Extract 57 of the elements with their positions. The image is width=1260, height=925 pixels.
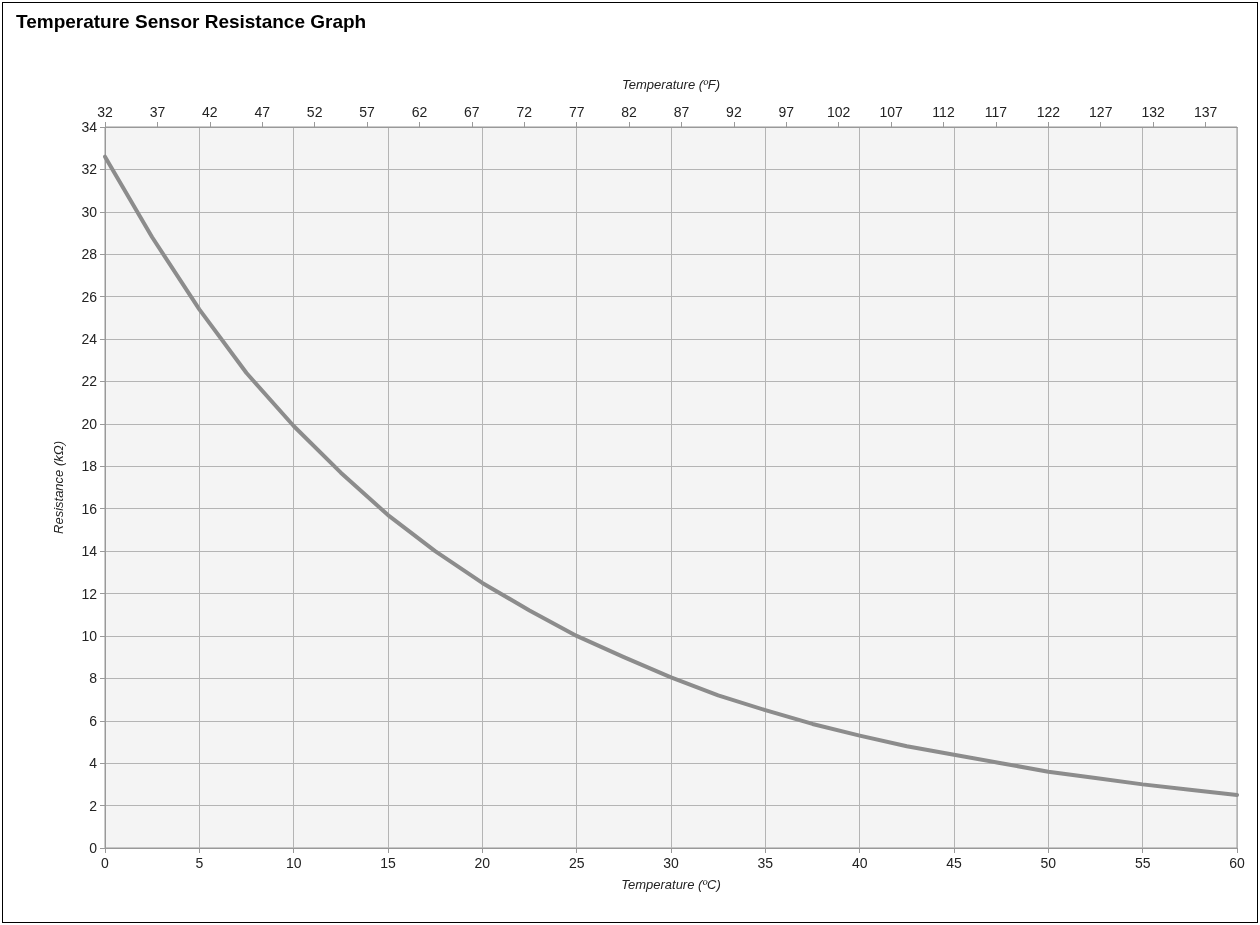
x-tick-label: 5 — [195, 855, 204, 871]
y-tick-label: 2 — [89, 797, 98, 814]
x2-tick-label: 97 — [778, 104, 795, 120]
x2-tick-label: 67 — [464, 104, 480, 120]
x-tick-label: 30 — [663, 855, 679, 871]
y-tick-label: 32 — [81, 161, 98, 178]
x2-tick-label: 52 — [306, 104, 323, 120]
x2-tick-label: 102 — [827, 104, 851, 120]
y-tick-label: 14 — [81, 543, 98, 560]
x2-axis-title: Temperature (ºF) — [621, 77, 721, 92]
x2-tick-label: 137 — [1193, 104, 1218, 120]
y-tick-label: 34 — [81, 119, 98, 135]
x2-tick-label: 92 — [726, 104, 742, 120]
x2-tick-label: 42 — [202, 104, 218, 120]
y-tick-label: 18 — [81, 458, 98, 475]
x-tick-label: 25 — [568, 855, 585, 871]
y-tick-label: 4 — [89, 755, 98, 772]
x2-tick-label: 62 — [411, 104, 428, 120]
x-tick-label: 10 — [285, 855, 302, 871]
x-tick-label: 15 — [380, 855, 396, 871]
x2-tick-label: 47 — [254, 104, 271, 120]
y-tick-label: 20 — [81, 415, 98, 432]
y-tick-label: 8 — [89, 670, 98, 687]
x-tick-label: 35 — [757, 855, 774, 871]
x2-tick-label: 122 — [1036, 104, 1061, 120]
x2-tick-label: 117 — [984, 104, 1008, 120]
x2-tick-label: 77 — [568, 104, 585, 120]
x-tick-label: 50 — [1040, 855, 1057, 871]
y-tick-label: 6 — [89, 712, 98, 729]
x-axis-title: Temperature (ºC) — [621, 877, 721, 892]
x2-tick-label: 127 — [1089, 104, 1113, 120]
x2-tick-label: 87 — [673, 104, 690, 120]
x2-tick-label: 132 — [1141, 104, 1166, 120]
y-axis-title: Resistance (kΩ) — [51, 441, 66, 534]
x-tick-label: 20 — [474, 855, 491, 871]
x2-tick-label: 82 — [621, 104, 638, 120]
y-tick-label: 26 — [81, 288, 98, 305]
x-tick-label: 45 — [946, 855, 962, 871]
x-tick-label: 0 — [101, 855, 110, 871]
x2-tick-label: 57 — [359, 104, 376, 120]
y-tick-label: 16 — [81, 500, 98, 517]
y-tick-label: 22 — [81, 373, 98, 390]
line-series — [103, 154, 1239, 797]
x2-tick-label: 72 — [516, 104, 533, 120]
x-tick-label: 55 — [1134, 855, 1151, 871]
x-tick-label: 40 — [851, 855, 868, 871]
chart-title: Temperature Sensor Resistance Graph — [16, 11, 367, 32]
y-tick-label: 10 — [81, 627, 98, 644]
y-tick-label: 12 — [81, 585, 98, 602]
x2-tick-label: 107 — [879, 104, 903, 120]
y-tick-label: 28 — [81, 246, 98, 263]
y-tick-label: 24 — [81, 331, 98, 348]
x2-tick-label: 112 — [932, 104, 955, 120]
y-tick-label: 30 — [81, 203, 98, 220]
x-tick-label: 60 — [1229, 855, 1245, 871]
x2-tick-label: 37 — [149, 104, 166, 120]
y-tick-label: 0 — [89, 840, 98, 856]
